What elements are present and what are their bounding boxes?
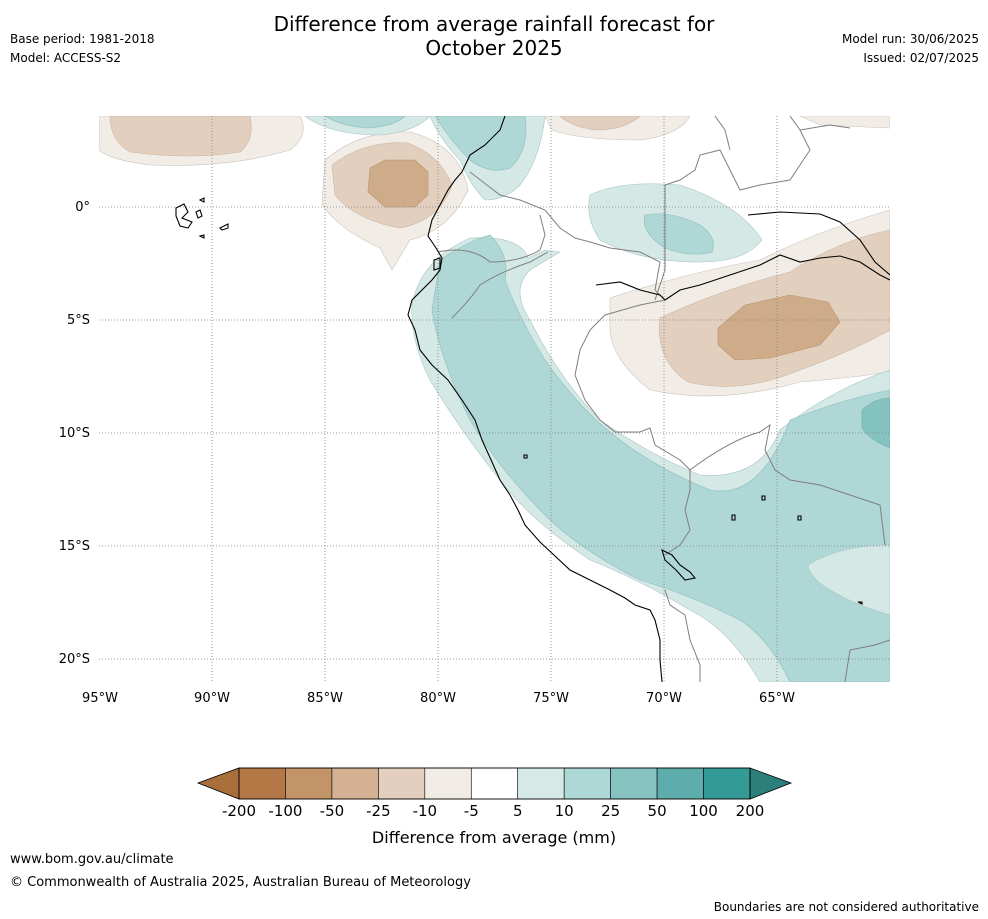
wet-region-southeast-light <box>807 544 890 616</box>
colorbar-tick-label: -10 <box>413 802 438 820</box>
colorbar-tick-label: 200 <box>736 802 765 820</box>
issued-date: Issued: 02/07/2025 <box>863 51 979 65</box>
colorbar: -200 -100 -50 -25 -10 -5 5 10 25 50 100 200 Differe… <box>196 767 793 847</box>
colorbar-tick-label: -5 <box>464 802 479 820</box>
lon-label-75w: 75°W <box>533 691 569 706</box>
colorbar-tick-label: -50 <box>320 802 345 820</box>
dry-region-north-core <box>367 159 429 208</box>
title-line-2: October 2025 <box>425 36 563 60</box>
country-borders <box>437 116 890 682</box>
wet-region-east-strong <box>861 397 890 449</box>
colorbar-tick-labels: -200 -100 -50 -25 -10 -5 5 10 25 50 100 200 <box>222 802 764 820</box>
lon-label-80w: 80°W <box>420 691 456 706</box>
rainfall-map <box>99 116 890 682</box>
graticule <box>99 116 890 682</box>
colorbar-cell <box>378 767 426 800</box>
colorbar-cells <box>238 767 751 800</box>
colorbar-cell <box>517 767 565 800</box>
colorbar-cell <box>331 767 379 800</box>
colorbar-tick-label: 50 <box>648 802 667 820</box>
colorbar-cell <box>424 767 472 800</box>
colorbar-label: Difference from average (mm) <box>372 828 616 847</box>
colorbar-cell <box>238 767 286 800</box>
wet-region-central-north-inner <box>643 213 714 255</box>
colorbar-tick-label: 10 <box>555 802 574 820</box>
dry-region-top-right <box>799 116 890 129</box>
colorbar-low-triangle <box>196 767 240 800</box>
lon-label-65w: 65°W <box>759 691 795 706</box>
copyright-notice: © Commonwealth of Australia 2025, Austra… <box>10 875 471 890</box>
model-name: Model: ACCESS-S2 <box>10 51 122 65</box>
model-run: Model run: 30/06/2025 <box>841 32 979 46</box>
colorbar-tick-label: 100 <box>689 802 718 820</box>
page-title: Difference from average rainfall forecas… <box>0 12 988 60</box>
website-url: www.bom.gov.au/climate <box>10 852 174 867</box>
dry-region-northwest-inner <box>109 116 252 157</box>
colorbar-tick-label: -200 <box>222 802 256 820</box>
lat-label-15s: 15°S <box>59 539 90 554</box>
colorbar-cell <box>703 767 751 800</box>
colorbar-tick-label: -25 <box>366 802 391 820</box>
lon-label-95w: 95°W <box>82 691 118 706</box>
lon-label-85w: 85°W <box>307 691 343 706</box>
lat-label-5s: 5°S <box>67 313 90 328</box>
colorbar-tick-label: 5 <box>513 802 523 820</box>
boundary-disclaimer: Boundaries are not considered authoritat… <box>713 900 979 914</box>
colorbar-tick-label: 25 <box>601 802 620 820</box>
base-period: Base period: 1981-2018 <box>10 32 155 46</box>
dry-region-east-amazon-core <box>717 294 841 361</box>
lat-label-20s: 20°S <box>59 652 90 667</box>
dry-region-top-inner <box>559 116 641 131</box>
colorbar-high-triangle <box>749 767 793 800</box>
lon-label-90w: 90°W <box>194 691 230 706</box>
wet-region-north-coast-inner <box>434 116 527 171</box>
colorbar-cell <box>656 767 704 800</box>
lat-label-0: 0° <box>75 200 90 215</box>
colorbar-cell <box>470 767 519 800</box>
colorbar-tick-label: -100 <box>268 802 302 820</box>
colorbar-cell <box>563 767 611 800</box>
wet-region-andes-mid <box>431 234 890 682</box>
wet-region-north-edge-inner <box>324 116 406 129</box>
colorbar-cell <box>285 767 333 800</box>
coastlines <box>175 116 890 682</box>
lon-label-70w: 70°W <box>646 691 682 706</box>
colorbar-cell <box>610 767 658 800</box>
lat-label-10s: 10°S <box>59 426 90 441</box>
title-line-1: Difference from average rainfall forecas… <box>273 12 715 36</box>
